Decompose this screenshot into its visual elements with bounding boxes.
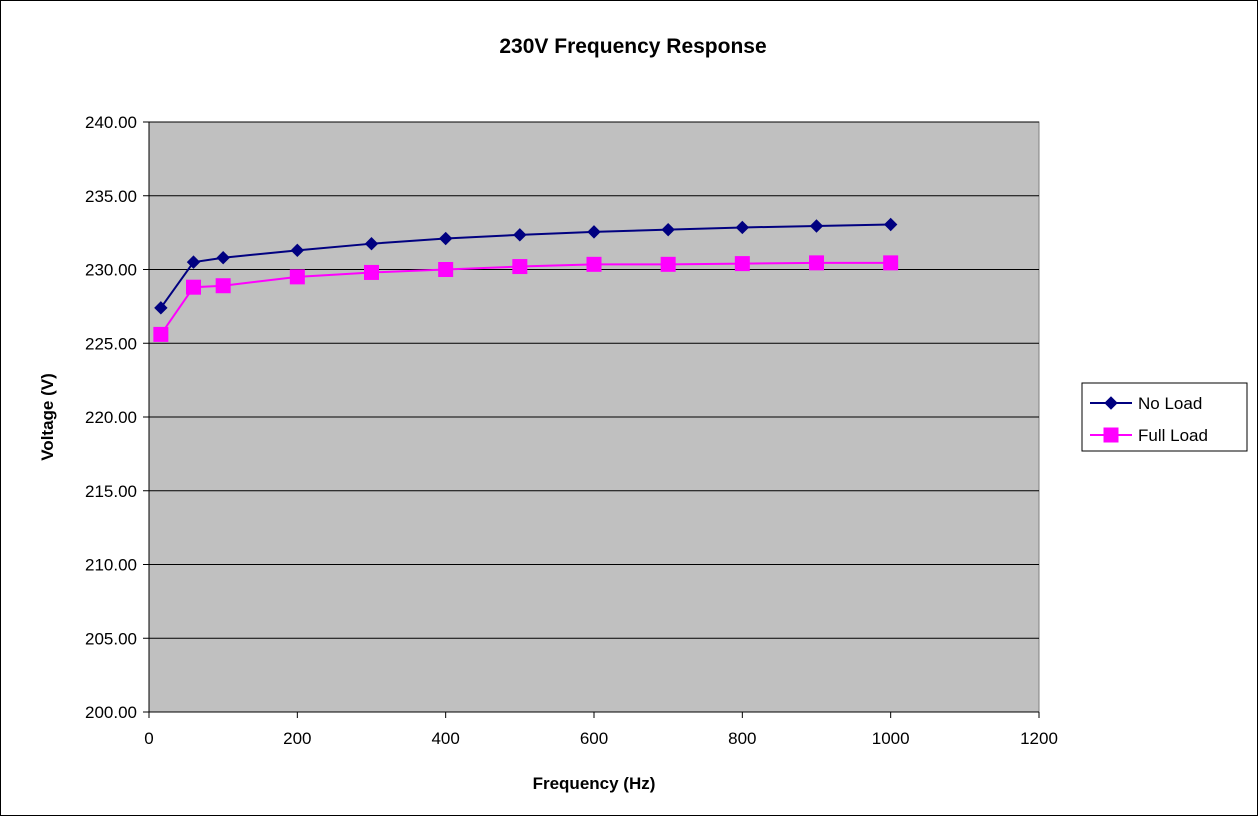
data-point-no-load xyxy=(587,225,601,239)
y-tick-label: 230.00 xyxy=(85,261,137,280)
series-full-load xyxy=(153,255,899,342)
x-tick-label: 0 xyxy=(144,729,153,748)
data-point-full-load xyxy=(438,262,454,277)
x-tick-label: 600 xyxy=(580,729,608,748)
data-point-no-load xyxy=(438,231,453,246)
x-axis-title: Frequency (Hz) xyxy=(533,774,656,793)
data-point-full-load xyxy=(586,256,602,272)
legend: No Load Full Load xyxy=(1081,382,1248,452)
data-point-no-load xyxy=(735,220,750,235)
data-point-full-load xyxy=(364,264,379,280)
data-point-full-load xyxy=(153,326,169,342)
y-tick-label: 225.00 xyxy=(85,334,137,353)
legend-label-no-load: No Load xyxy=(1138,394,1202,413)
data-point-no-load xyxy=(364,236,379,251)
data-point-no-load xyxy=(216,250,230,265)
y-tick-label: 200.00 xyxy=(85,703,137,722)
x-tick-label: 400 xyxy=(431,729,459,748)
data-point-no-load xyxy=(883,217,898,232)
series-layer xyxy=(153,217,899,342)
x-tick-label: 1200 xyxy=(1020,729,1058,748)
data-point-full-load xyxy=(186,279,201,295)
y-tick-label: 240.00 xyxy=(85,113,137,132)
x-tick-label: 1000 xyxy=(872,729,910,748)
data-point-full-load xyxy=(734,256,750,272)
y-tick-label: 205.00 xyxy=(85,629,137,648)
x-tick-label: 800 xyxy=(728,729,756,748)
y-axis-title: Voltage (V) xyxy=(38,373,57,461)
y-tick-label: 210.00 xyxy=(85,556,137,575)
x-tick-label: 200 xyxy=(283,729,311,748)
data-point-no-load xyxy=(513,228,527,242)
data-point-no-load xyxy=(809,219,824,233)
data-point-full-load xyxy=(215,278,231,294)
data-point-no-load xyxy=(186,255,201,269)
data-point-full-load xyxy=(809,255,824,271)
data-point-full-load xyxy=(512,259,528,275)
axes: 200.00 205.00 210.00 215.00 220.00 225.00 230.… xyxy=(85,113,1058,748)
series-no-load xyxy=(154,217,898,315)
data-point-no-load xyxy=(290,243,305,258)
y-tick-label: 215.00 xyxy=(85,482,137,501)
legend-marker-full-load xyxy=(1103,427,1119,443)
data-point-full-load xyxy=(660,256,676,272)
y-tick-label: 235.00 xyxy=(85,187,137,206)
chart-title: 230V Frequency Response xyxy=(499,35,766,58)
data-point-full-load xyxy=(883,255,899,271)
data-point-no-load xyxy=(154,301,168,315)
data-point-full-load xyxy=(289,269,305,285)
legend-marker-no-load xyxy=(1104,396,1118,410)
data-point-no-load xyxy=(661,222,675,237)
y-tick-label: 220.00 xyxy=(85,408,137,427)
legend-label-full-load: Full Load xyxy=(1138,426,1208,445)
